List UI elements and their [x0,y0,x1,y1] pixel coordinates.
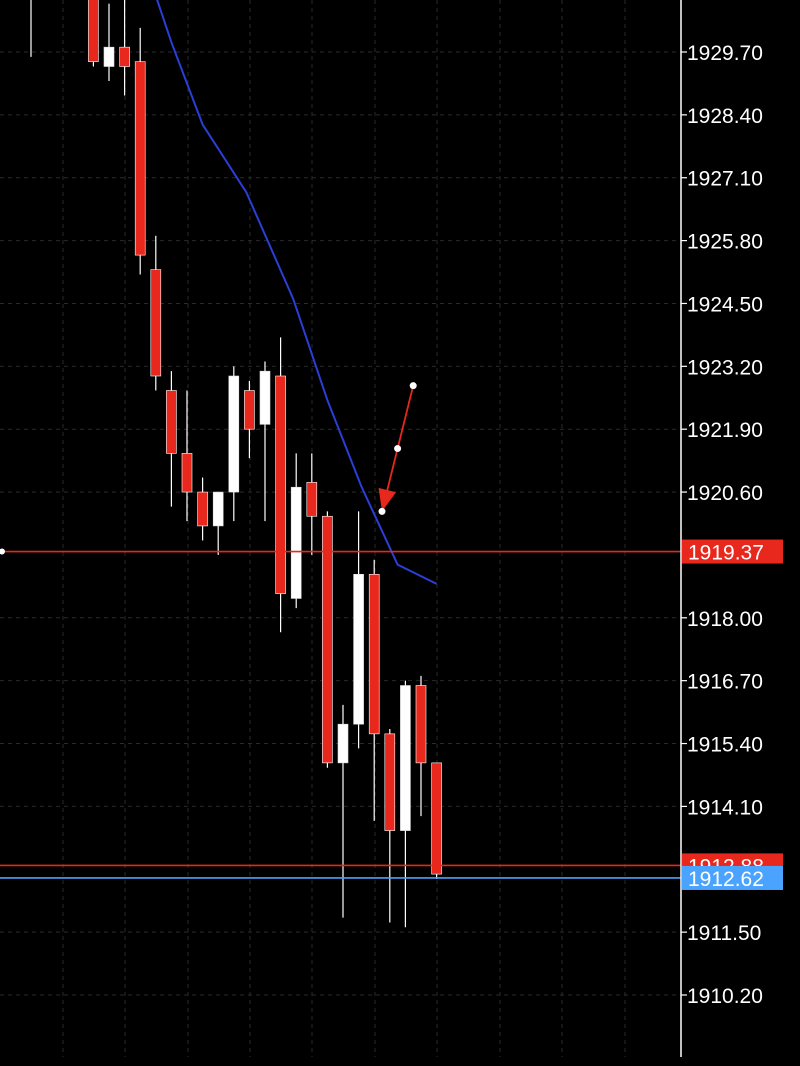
candle-body [368,573,380,735]
candle [384,729,396,923]
price-axis-label: 1910.20 [687,985,763,1008]
price-tag-label: 1912.62 [688,868,764,891]
candle-body [337,723,349,764]
price-axis-label: 1923.20 [687,356,763,379]
arrow-handle [394,445,402,453]
candle [259,361,271,522]
candle [400,680,411,928]
candle [134,27,146,275]
candle [228,366,240,522]
candle [30,0,32,57]
candle [88,0,99,67]
price-tag: 1912.62 [682,865,783,891]
candle-body [166,390,177,454]
candle-body [150,269,162,377]
price-axis-label: 1920.60 [687,482,763,505]
candle [431,762,442,879]
price-axis-label: 1914.10 [687,796,763,819]
price-axis-label: 1921.90 [687,419,763,442]
candle [415,675,427,817]
price-axis-label: 1928.40 [687,105,763,128]
candles [30,0,442,928]
price-tag-box [682,865,783,890]
price-axis-label: 1925.80 [687,231,763,254]
price-levels [0,548,681,879]
candle-body [134,61,146,256]
candle [150,235,162,391]
candle-body [431,762,442,875]
level-anchor-dot [0,548,5,555]
candle [197,477,208,541]
candle [290,453,302,609]
candle-body [181,453,193,493]
moving-average [156,0,438,585]
candle-body [259,370,271,425]
candle [322,511,333,768]
candle [166,371,177,507]
candle [119,0,130,96]
candle-body [228,375,240,493]
arrow-handle [378,507,386,515]
candle-body [353,573,364,725]
candle-body [290,486,302,599]
grid [0,0,681,1057]
candle [368,559,380,821]
moving-average-line [156,0,438,585]
candle-body [88,0,99,62]
candle-body [103,46,115,67]
candle [337,704,349,918]
price-axis: 1929.70 1928.40 1927.10 1925.80 1924.50 1923.… [681,42,763,1008]
candle [181,390,193,522]
annotation-arrow [378,382,417,515]
candle-body [384,733,396,831]
candle-body [306,482,318,517]
price-axis-label: 1927.10 [687,168,763,191]
price-tag-box [682,539,783,564]
price-axis-label: 1924.50 [687,293,763,316]
price-tag-label: 1919.37 [688,542,764,565]
arrow-head [378,487,397,512]
price-axis-label: 1916.70 [687,671,763,694]
candle-body [244,390,255,430]
candle-body [275,375,286,594]
candle [244,380,255,459]
arrow-handle [409,382,417,390]
candle-body [197,491,208,527]
candle [103,3,115,82]
price-axis-label: 1918.00 [687,608,763,631]
candle [275,337,286,633]
candle-body [400,685,411,831]
candle-body [322,515,333,764]
price-axis-label: 1911.50 [687,922,761,945]
candle-body [415,685,427,764]
candle [306,453,318,555]
candle-body [119,46,130,67]
candle [212,491,224,555]
candle-body [212,491,224,527]
price-tag: 1919.37 [682,539,783,565]
price-axis-label: 1929.70 [687,42,763,65]
price-axis-label: 1915.40 [687,734,763,757]
